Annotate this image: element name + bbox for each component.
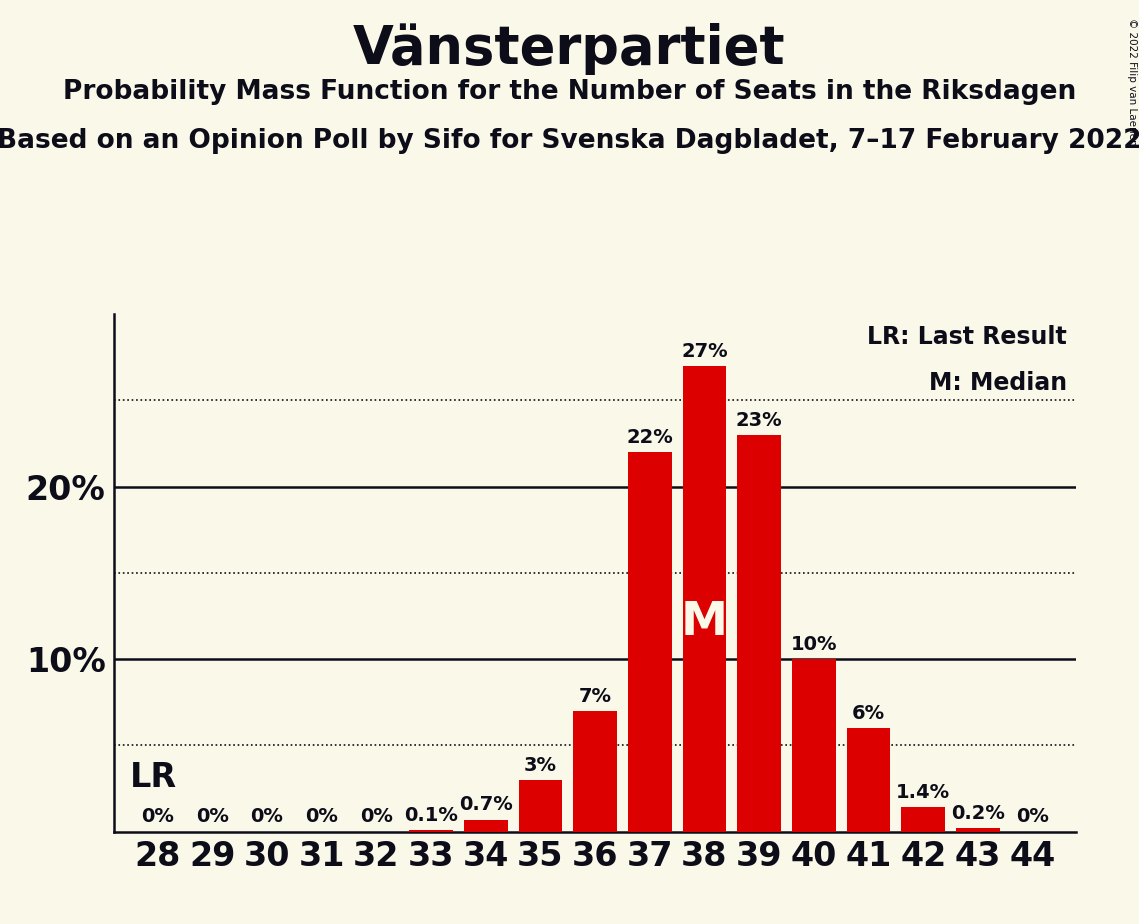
Text: 0%: 0% <box>141 808 174 826</box>
Bar <box>737 435 781 832</box>
Text: Based on an Opinion Poll by Sifo for Svenska Dagbladet, 7–17 February 2022: Based on an Opinion Poll by Sifo for Sve… <box>0 128 1139 153</box>
Text: 0.1%: 0.1% <box>404 806 458 825</box>
Bar <box>792 659 836 832</box>
Text: M: Median: M: Median <box>928 371 1067 395</box>
Bar <box>956 828 1000 832</box>
Text: 3%: 3% <box>524 756 557 774</box>
Bar <box>682 366 727 832</box>
Text: 1.4%: 1.4% <box>896 784 950 802</box>
Text: 0.2%: 0.2% <box>951 804 1005 823</box>
Bar <box>518 780 563 832</box>
Text: LR: LR <box>130 760 178 794</box>
Text: Vänsterpartiet: Vänsterpartiet <box>353 23 786 75</box>
Text: 22%: 22% <box>626 428 673 447</box>
Text: LR: Last Result: LR: Last Result <box>867 324 1067 348</box>
Text: 0%: 0% <box>251 808 284 826</box>
Bar <box>846 728 891 832</box>
Text: 27%: 27% <box>681 342 728 360</box>
Text: 0%: 0% <box>1016 808 1049 826</box>
Text: 6%: 6% <box>852 704 885 723</box>
Text: © 2022 Filip van Laenen: © 2022 Filip van Laenen <box>1126 18 1137 146</box>
Text: 10%: 10% <box>790 635 837 654</box>
Text: 0.7%: 0.7% <box>459 796 513 814</box>
Bar <box>628 452 672 832</box>
Text: Probability Mass Function for the Number of Seats in the Riksdagen: Probability Mass Function for the Number… <box>63 79 1076 104</box>
Bar <box>573 711 617 832</box>
Text: 0%: 0% <box>196 808 229 826</box>
Bar <box>464 820 508 832</box>
Text: M: M <box>681 600 728 645</box>
Text: 0%: 0% <box>305 808 338 826</box>
Text: 23%: 23% <box>736 411 782 430</box>
Text: 7%: 7% <box>579 687 612 706</box>
Bar <box>901 808 945 832</box>
Bar <box>409 830 453 832</box>
Text: 0%: 0% <box>360 808 393 826</box>
